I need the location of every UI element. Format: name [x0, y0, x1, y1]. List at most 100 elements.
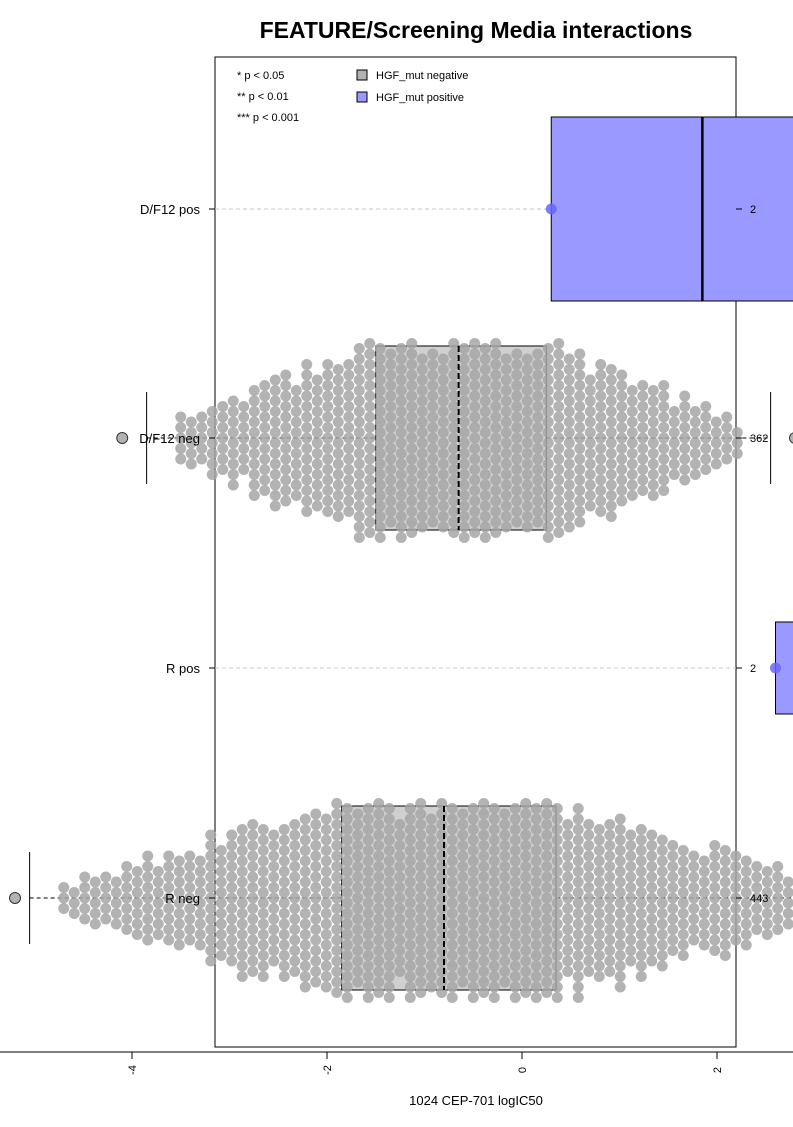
- data-point: [583, 840, 594, 851]
- data-point: [553, 433, 564, 444]
- data-point: [552, 961, 563, 972]
- data-point: [678, 898, 689, 909]
- data-point: [405, 887, 416, 898]
- data-point: [709, 903, 720, 914]
- data-point: [511, 422, 522, 433]
- data-point: [520, 798, 531, 809]
- data-point: [216, 919, 227, 930]
- data-point: [646, 935, 657, 946]
- data-point: [490, 349, 501, 360]
- data-point: [510, 803, 521, 814]
- data-point: [417, 385, 428, 396]
- data-point: [352, 935, 363, 946]
- data-point: [301, 422, 312, 433]
- data-point: [447, 887, 458, 898]
- data-point: [627, 480, 638, 491]
- data-point: [384, 887, 395, 898]
- data-point: [520, 987, 531, 998]
- data-point: [574, 475, 585, 486]
- data-point: [457, 840, 468, 851]
- data-point: [511, 517, 522, 528]
- data-point: [783, 877, 793, 888]
- data-point: [595, 433, 606, 444]
- data-point: [406, 506, 417, 517]
- data-point: [268, 903, 279, 914]
- data-point: [321, 845, 332, 856]
- data-point: [280, 464, 291, 475]
- data-point: [648, 490, 659, 501]
- data-point: [541, 840, 552, 851]
- data-point: [457, 872, 468, 883]
- data-point: [237, 971, 248, 982]
- data-point: [552, 814, 563, 825]
- data-point: [667, 840, 678, 851]
- data-point: [648, 480, 659, 491]
- significance-legend-item: ** p < 0.01: [237, 91, 289, 103]
- data-point: [279, 971, 290, 982]
- data-point: [637, 380, 648, 391]
- data-point: [384, 929, 395, 940]
- data-point: [207, 459, 218, 470]
- data-point: [616, 370, 627, 381]
- data-point: [711, 417, 722, 428]
- data-point: [289, 945, 300, 956]
- data-point: [364, 370, 375, 381]
- data-point: [375, 522, 386, 533]
- data-point: [594, 887, 605, 898]
- data-point: [690, 438, 701, 449]
- data-point: [174, 940, 185, 951]
- data-point: [679, 401, 690, 412]
- data-point: [520, 830, 531, 841]
- data-point: [415, 893, 426, 904]
- data-point: [501, 438, 512, 449]
- data-point: [520, 945, 531, 956]
- data-point: [478, 882, 489, 893]
- data-point: [270, 480, 281, 491]
- data-point: [478, 819, 489, 830]
- data-point: [322, 401, 333, 412]
- data-point: [574, 349, 585, 360]
- data-point: [573, 845, 584, 856]
- data-point: [667, 903, 678, 914]
- data-point: [772, 893, 783, 904]
- data-point: [510, 961, 521, 972]
- data-point: [195, 929, 206, 940]
- data-point: [541, 882, 552, 893]
- data-point: [478, 809, 489, 820]
- data-point: [342, 919, 353, 930]
- data-point: [448, 506, 459, 517]
- data-point: [604, 872, 615, 883]
- data-point: [226, 945, 237, 956]
- data-point: [459, 396, 470, 407]
- data-point: [646, 893, 657, 904]
- data-point: [469, 464, 480, 475]
- data-point: [216, 866, 227, 877]
- data-point: [354, 343, 365, 354]
- data-point: [637, 433, 648, 444]
- data-point: [615, 856, 626, 867]
- data-point: [657, 877, 668, 888]
- data-point: [448, 496, 459, 507]
- data-point: [310, 935, 321, 946]
- data-point: [594, 971, 605, 982]
- data-point: [532, 464, 543, 475]
- data-point: [720, 929, 731, 940]
- data-point: [438, 448, 449, 459]
- data-point: [90, 908, 101, 919]
- data-point: [564, 501, 575, 512]
- data-point: [648, 417, 659, 428]
- data-point: [636, 835, 647, 846]
- data-point: [406, 443, 417, 454]
- data-point: [616, 412, 627, 423]
- data-point: [279, 950, 290, 961]
- data-point: [510, 971, 521, 982]
- data-point: [532, 443, 543, 454]
- data-point: [436, 882, 447, 893]
- data-point: [447, 908, 458, 919]
- data-point: [394, 956, 405, 967]
- data-point: [573, 856, 584, 867]
- data-point: [532, 370, 543, 381]
- data-point: [541, 914, 552, 925]
- data-point: [709, 840, 720, 851]
